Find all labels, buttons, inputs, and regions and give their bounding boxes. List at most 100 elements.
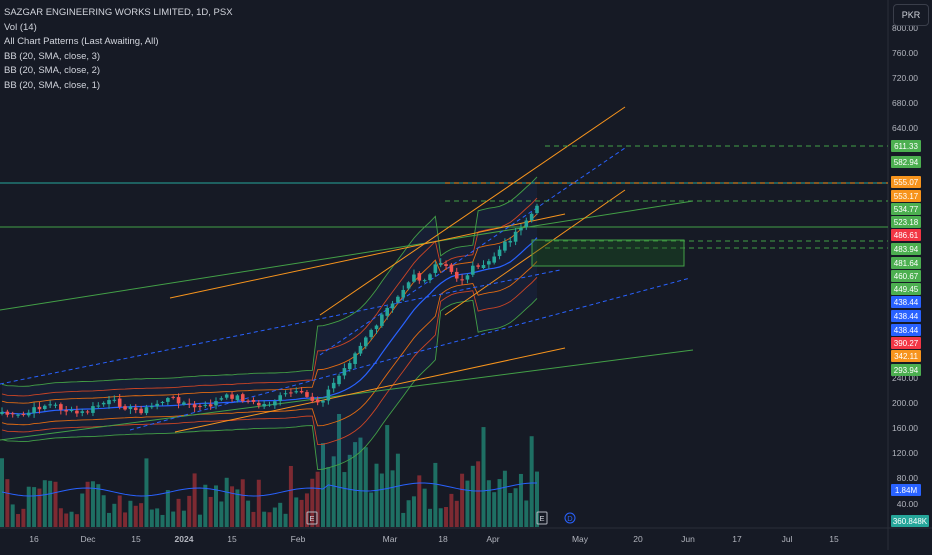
- volume-bar: [401, 512, 406, 527]
- y-tick-label: 640.00: [892, 123, 918, 133]
- volume-bar: [363, 447, 368, 527]
- candle: [471, 265, 475, 275]
- event-marker-label: E: [309, 514, 314, 523]
- candle: [91, 406, 95, 413]
- candle: [417, 273, 422, 281]
- volume-bar: [181, 510, 186, 527]
- legend-title[interactable]: SAZGAR ENGINEERING WORKS LIMITED, 1D, PS…: [4, 7, 233, 18]
- volume-bar: [513, 488, 518, 527]
- candle: [369, 329, 373, 338]
- legend-patterns[interactable]: All Chart Patterns (Last Awaiting, All): [4, 36, 159, 47]
- candle: [171, 396, 175, 398]
- candle: [262, 404, 266, 407]
- price-label-tag: [891, 176, 921, 188]
- price-labels: 611.33 582.94 555.07 553.17 534.77 523.18 486.…: [306, 140, 929, 527]
- candle: [492, 256, 496, 263]
- price-label-text: 582.94: [894, 158, 919, 167]
- candle: [235, 395, 240, 401]
- price-label-tag: [891, 364, 921, 376]
- candle: [240, 394, 245, 402]
- volume-bar: [133, 505, 138, 527]
- candle: [123, 406, 127, 410]
- volume-bar: [337, 413, 342, 527]
- volume-bar: [326, 467, 331, 527]
- dashed-trend-line: [0, 269, 561, 385]
- volume-bar: [197, 514, 202, 527]
- legend-bb1[interactable]: BB (20, SMA, close, 1): [4, 79, 101, 91]
- candle: [422, 280, 427, 282]
- volume-bar: [160, 514, 165, 527]
- volume-bar: [144, 458, 149, 527]
- legend-volume[interactable]: Vol (14): [4, 21, 37, 33]
- price-label-text: 534.77: [894, 205, 919, 214]
- x-tick-label: 18: [438, 534, 448, 544]
- candle: [310, 396, 315, 401]
- candle: [289, 392, 293, 394]
- volume-bar: [128, 500, 133, 527]
- candle: [85, 411, 90, 413]
- legend-bb3[interactable]: BB (20, SMA, close, 3): [4, 50, 101, 62]
- target-zone: [531, 239, 685, 267]
- candle: [160, 401, 165, 403]
- price-label-tag: [891, 140, 921, 152]
- volume-bar: [272, 507, 277, 527]
- price-label-tag: [891, 190, 921, 202]
- volume-bar: [321, 443, 325, 527]
- volume-bar: [390, 470, 395, 527]
- volume-bar: [267, 512, 272, 527]
- y-tick-label: 680.00: [892, 98, 918, 108]
- volume-bar: [449, 493, 454, 527]
- volume-bar: [353, 442, 358, 527]
- price-label-text: 438.44: [894, 312, 919, 321]
- volume-bar: [347, 454, 352, 527]
- currency-button[interactable]: PKR: [893, 4, 929, 26]
- volume-bar: [294, 497, 299, 527]
- volume-bar: [187, 495, 192, 527]
- candle: [10, 413, 15, 415]
- volume-bar: [529, 436, 534, 527]
- volume-bar: [460, 473, 465, 527]
- candle: [374, 325, 379, 330]
- candle: [444, 264, 448, 267]
- candle: [219, 398, 224, 400]
- volume-bar: [486, 480, 491, 527]
- x-tick-label: 20: [633, 534, 643, 544]
- candle: [257, 402, 261, 406]
- candle: [476, 265, 480, 267]
- candle: [401, 289, 406, 298]
- volume-bar: [246, 500, 251, 527]
- price-axis: 800.00 760.00 720.00 680.00 640.00 240.00 200.…: [892, 23, 918, 509]
- volume-bar: [219, 501, 224, 527]
- price-label-tag: [891, 203, 921, 215]
- volume-bar: [454, 500, 459, 527]
- volume-bar: [171, 511, 176, 527]
- volume-bar: [149, 509, 154, 527]
- price-label-text: 481.64: [894, 259, 919, 268]
- candle: [519, 228, 523, 231]
- pattern-lines: [0, 106, 888, 441]
- x-tick-label: Dec: [80, 534, 96, 544]
- candle: [315, 399, 320, 403]
- trend-line: [0, 200, 694, 311]
- candle: [16, 414, 20, 416]
- price-label-tag: [891, 216, 921, 228]
- price-label-text: 438.44: [894, 326, 919, 335]
- y-tick-label: 720.00: [892, 73, 918, 83]
- x-tick-label: 15: [829, 534, 839, 544]
- price-label-tag: [891, 337, 921, 349]
- legend-bb2[interactable]: BB (20, SMA, close, 2): [4, 65, 101, 76]
- y-tick-label: 120.00: [892, 448, 918, 458]
- candle: [26, 412, 31, 416]
- volume-bar: [192, 473, 197, 527]
- volume-bar: [155, 508, 160, 527]
- candle: [246, 400, 250, 402]
- y-tick-label: 160.00: [892, 423, 918, 433]
- candle: [117, 398, 122, 407]
- candle: [321, 400, 325, 403]
- candle: [353, 353, 357, 364]
- candle: [128, 406, 133, 410]
- band-upper: [1, 176, 538, 387]
